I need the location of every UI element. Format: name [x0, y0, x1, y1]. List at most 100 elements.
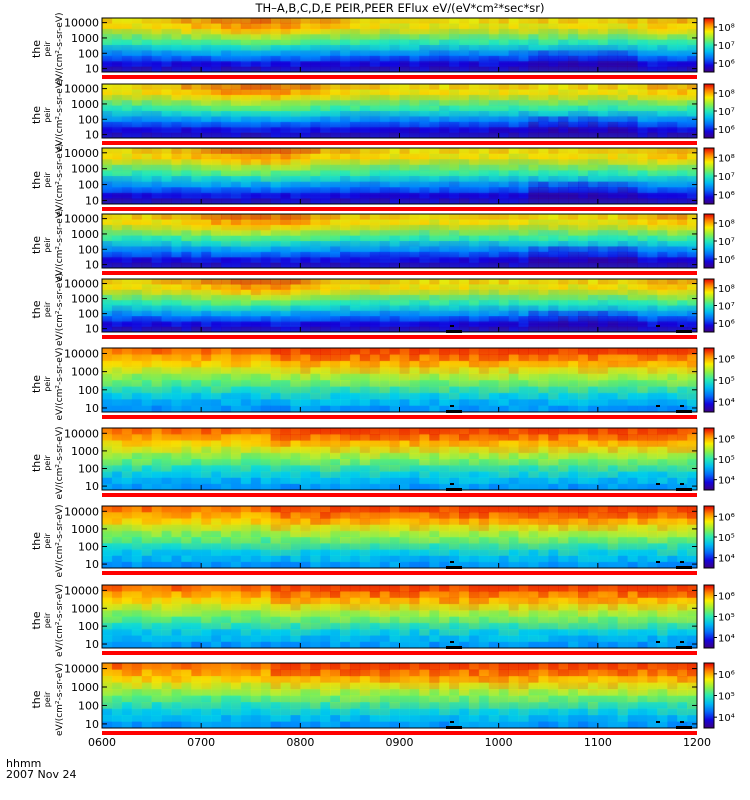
colorbar-tick-label: 10⁶ — [718, 319, 735, 330]
y-tick-label: 100 — [78, 699, 99, 712]
burst-marker — [656, 483, 660, 485]
y-tick-label: 10000 — [64, 663, 99, 676]
y-axis-sublabel: peir — [43, 612, 52, 628]
mode-bar — [102, 493, 697, 497]
colorbar-tick-label: 10⁵ — [718, 692, 735, 703]
panel-a-ion: 10 100 1000 10000 the peir eV/(cm²-s-sr-eV) 10⁸… — [30, 12, 735, 85]
burst-marker — [450, 483, 454, 485]
burst-marker — [676, 646, 692, 649]
y-axis-sublabel: peir — [43, 533, 52, 549]
colorbar-tick-label: 10⁶ — [718, 512, 735, 523]
y-axis-unit-label: eV/(cm²-s-sr-eV) — [55, 273, 65, 346]
y-axis-unit-label: eV/(cm²-s-sr-eV) — [55, 504, 65, 577]
burst-marker — [656, 405, 660, 407]
panel-c-ion: 10 100 1000 10000 the peir eV/(cm²-s-sr-eV) 10⁸… — [30, 143, 735, 216]
y-axis-sublabel: peir — [43, 41, 52, 57]
y-tick-label: 100 — [78, 47, 99, 60]
panel-d-ion: 10 100 1000 10000 the peir eV/(cm²-s-sr-eV) 10⁸… — [30, 208, 735, 281]
y-axis-label: the — [30, 611, 43, 629]
mode-bar — [102, 335, 697, 339]
y-axis-label: the — [30, 40, 43, 58]
colorbar-tick-label: 10⁵ — [718, 455, 735, 466]
colorbar-tick-label: 10⁸ — [718, 153, 735, 164]
y-tick-label: 100 — [78, 308, 99, 321]
y-axis-unit-label: eV/(cm²-s-sr-eV) — [55, 208, 65, 281]
burst-marker — [446, 566, 462, 569]
spectrogram-texture — [102, 84, 698, 139]
colorbar-tick-label: 10⁸ — [718, 284, 735, 295]
burst-marker — [676, 726, 692, 729]
y-axis-unit-label: eV/(cm²-s-sr-eV) — [55, 584, 65, 657]
mode-bar — [102, 415, 697, 419]
x-tick-label: 1100 — [584, 736, 612, 749]
y-tick-label: 100 — [78, 243, 99, 256]
mode-bar — [102, 141, 697, 145]
mode-bar — [102, 651, 697, 655]
x-tick-label: 0600 — [88, 736, 116, 749]
mode-bar — [102, 75, 697, 79]
y-axis-sublabel: peir — [43, 455, 52, 471]
colorbar-tick-label: 10⁴ — [718, 554, 735, 565]
y-axis-label: the — [30, 690, 43, 708]
panel-b-elec: 10 100 1000 10000 the peir eV/(cm²-s-sr-eV) 10⁶… — [30, 426, 735, 499]
y-tick-label: 10000 — [64, 17, 99, 30]
y-axis-sublabel: peir — [43, 301, 52, 317]
burst-marker — [676, 410, 692, 413]
y-tick-label: 1000 — [71, 523, 99, 536]
burst-marker — [676, 566, 692, 569]
spectrogram-texture — [102, 148, 698, 205]
spectrogram-texture — [102, 348, 698, 413]
y-tick-label: 10 — [85, 558, 99, 571]
y-tick-label: 10 — [85, 480, 99, 493]
colorbar-tick-label: 10⁶ — [718, 59, 735, 70]
y-axis-unit-label: eV/(cm²-s-sr-eV) — [55, 426, 65, 499]
mode-bar — [102, 571, 697, 575]
y-tick-label: 1000 — [71, 163, 99, 176]
burst-marker — [446, 726, 462, 729]
mode-bar — [102, 207, 697, 211]
colorbar-tick-label: 10⁶ — [718, 670, 735, 681]
y-tick-label: 10 — [85, 638, 99, 651]
colorbar — [703, 347, 715, 413]
y-tick-label: 1000 — [71, 366, 99, 379]
colorbar-tick-label: 10⁵ — [718, 613, 735, 624]
y-axis-unit-label: eV/(cm²-s-sr-eV) — [55, 78, 65, 151]
colorbar-tick-label: 10⁷ — [718, 237, 735, 248]
y-axis-unit-label: eV/(cm²-s-sr-eV) — [55, 143, 65, 216]
burst-marker — [450, 405, 454, 407]
colorbar — [703, 662, 715, 729]
colorbar-tick-label: 10⁴ — [718, 713, 735, 724]
burst-marker — [656, 641, 660, 643]
colorbar-tick-label: 10⁷ — [718, 41, 735, 52]
burst-marker — [656, 721, 660, 723]
colorbar-tick-label: 10⁶ — [718, 434, 735, 445]
y-tick-label: 1000 — [71, 293, 99, 306]
y-axis-sublabel: peir — [43, 107, 52, 123]
y-axis-sublabel: peir — [43, 237, 52, 253]
y-tick-label: 100 — [78, 540, 99, 553]
y-tick-label: 10 — [85, 129, 99, 142]
spectrogram-texture — [102, 214, 698, 269]
y-axis-sublabel: peir — [43, 172, 52, 188]
y-axis-label: the — [30, 236, 43, 254]
mode-bar — [102, 731, 697, 735]
colorbar — [703, 17, 715, 73]
x-tick-label: 0700 — [187, 736, 215, 749]
colorbar — [703, 427, 715, 491]
y-tick-label: 1000 — [71, 602, 99, 615]
y-tick-label: 10000 — [64, 278, 99, 291]
date-label: 2007 Nov 24 — [6, 768, 76, 781]
panel-e-elec: 10 100 1000 10000 the peir eV/(cm²-s-sr-eV) 10⁶… — [30, 662, 735, 736]
y-tick-label: 1000 — [71, 228, 99, 241]
y-axis-unit-label: eV/(cm²-s-sr-eV) — [55, 347, 65, 420]
x-tick-label: 1200 — [683, 736, 711, 749]
x-tick-label: 0900 — [386, 736, 414, 749]
burst-marker — [450, 721, 454, 723]
burst-marker — [446, 330, 462, 333]
y-axis-label: the — [30, 300, 43, 318]
burst-marker — [680, 483, 684, 485]
colorbar-tick-label: 10⁸ — [718, 23, 735, 34]
burst-marker — [680, 405, 684, 407]
burst-marker — [450, 561, 454, 563]
